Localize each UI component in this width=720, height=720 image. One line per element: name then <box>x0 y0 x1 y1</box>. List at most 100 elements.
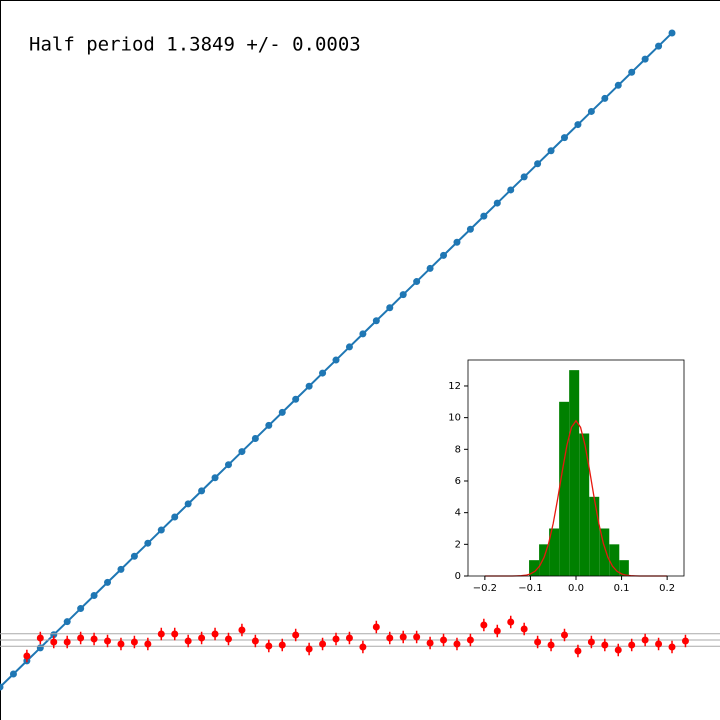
data-point <box>399 291 407 299</box>
data-point <box>211 474 219 482</box>
residual-point <box>265 642 273 650</box>
data-point <box>587 107 595 115</box>
y-tick-label: 12 <box>448 381 461 392</box>
residual-point <box>184 637 192 645</box>
residual-point <box>668 643 676 651</box>
data-point <box>9 670 17 678</box>
histogram-bar <box>579 433 590 576</box>
residual-point <box>681 637 689 645</box>
data-point <box>668 29 676 37</box>
residual-point <box>117 640 125 648</box>
data-point <box>453 238 461 246</box>
data-point <box>480 212 488 220</box>
data-point <box>614 81 622 89</box>
data-point <box>130 552 138 560</box>
residual-point <box>345 634 353 642</box>
residual-point <box>574 647 582 655</box>
data-point <box>305 382 313 390</box>
data-point <box>50 631 58 639</box>
residual-point <box>90 635 98 643</box>
residual-point <box>319 640 327 648</box>
data-point <box>413 278 421 286</box>
residual-point <box>534 638 542 646</box>
data-point <box>63 618 71 626</box>
data-point <box>345 343 353 351</box>
residual-point <box>628 641 636 649</box>
data-point <box>466 225 474 233</box>
residual-point <box>601 641 609 649</box>
data-point <box>641 55 649 63</box>
residual-point <box>292 631 300 639</box>
data-point <box>574 121 582 129</box>
residual-point <box>251 637 259 645</box>
x-tick-label: −0.1 <box>518 583 542 594</box>
residual-point <box>413 633 421 641</box>
histogram-bar <box>529 560 540 576</box>
data-point <box>560 134 568 142</box>
data-point <box>628 68 636 76</box>
data-point <box>332 356 340 364</box>
residual-point <box>547 641 555 649</box>
residual-point <box>641 636 649 644</box>
data-point <box>520 173 528 181</box>
residual-point <box>77 634 85 642</box>
data-point <box>359 330 367 338</box>
data-point <box>198 487 206 495</box>
residual-point <box>36 634 44 642</box>
data-point <box>547 147 555 155</box>
residual-point <box>386 634 394 642</box>
data-point <box>292 395 300 403</box>
histogram-bar <box>609 544 620 576</box>
residual-point <box>50 638 58 646</box>
data-point <box>90 592 98 600</box>
data-point <box>319 369 327 377</box>
x-tick-label: 0.0 <box>568 583 584 594</box>
y-tick-label: 0 <box>455 571 461 582</box>
data-point <box>278 408 286 416</box>
residual-point <box>211 630 219 638</box>
residual-point <box>278 641 286 649</box>
x-tick-label: −0.2 <box>473 583 497 594</box>
y-tick-label: 10 <box>448 413 461 424</box>
data-point <box>224 461 232 469</box>
y-tick-label: 4 <box>455 508 461 519</box>
residual-point <box>359 643 367 651</box>
data-point <box>144 539 152 547</box>
data-point <box>171 513 179 521</box>
residual-point <box>23 652 31 660</box>
x-tick-label: 0.2 <box>659 583 675 594</box>
residual-point <box>493 627 501 635</box>
histogram-bar <box>589 496 600 576</box>
data-point <box>372 317 380 325</box>
residual-point <box>466 636 474 644</box>
y-tick-label: 6 <box>455 476 461 487</box>
data-point <box>0 683 4 691</box>
histogram-bar <box>559 401 570 576</box>
residual-point <box>587 638 595 646</box>
data-point <box>238 448 246 456</box>
residual-point <box>560 631 568 639</box>
histogram-bar <box>549 528 560 576</box>
data-point <box>601 94 609 102</box>
residual-point <box>332 635 340 643</box>
histogram-bar <box>599 528 610 576</box>
residual-point <box>507 618 515 626</box>
residual-point <box>238 626 246 634</box>
residual-point <box>144 640 152 648</box>
data-point <box>104 578 112 586</box>
residual-point <box>224 635 232 643</box>
residual-point <box>655 640 663 648</box>
residual-point <box>104 637 112 645</box>
data-point <box>77 605 85 613</box>
data-point <box>251 435 259 443</box>
data-point <box>534 160 542 168</box>
data-point <box>117 565 125 573</box>
residual-point <box>130 638 138 646</box>
residual-point <box>614 646 622 654</box>
residual-point <box>480 621 488 629</box>
residual-point <box>426 639 434 647</box>
data-point <box>36 644 44 652</box>
